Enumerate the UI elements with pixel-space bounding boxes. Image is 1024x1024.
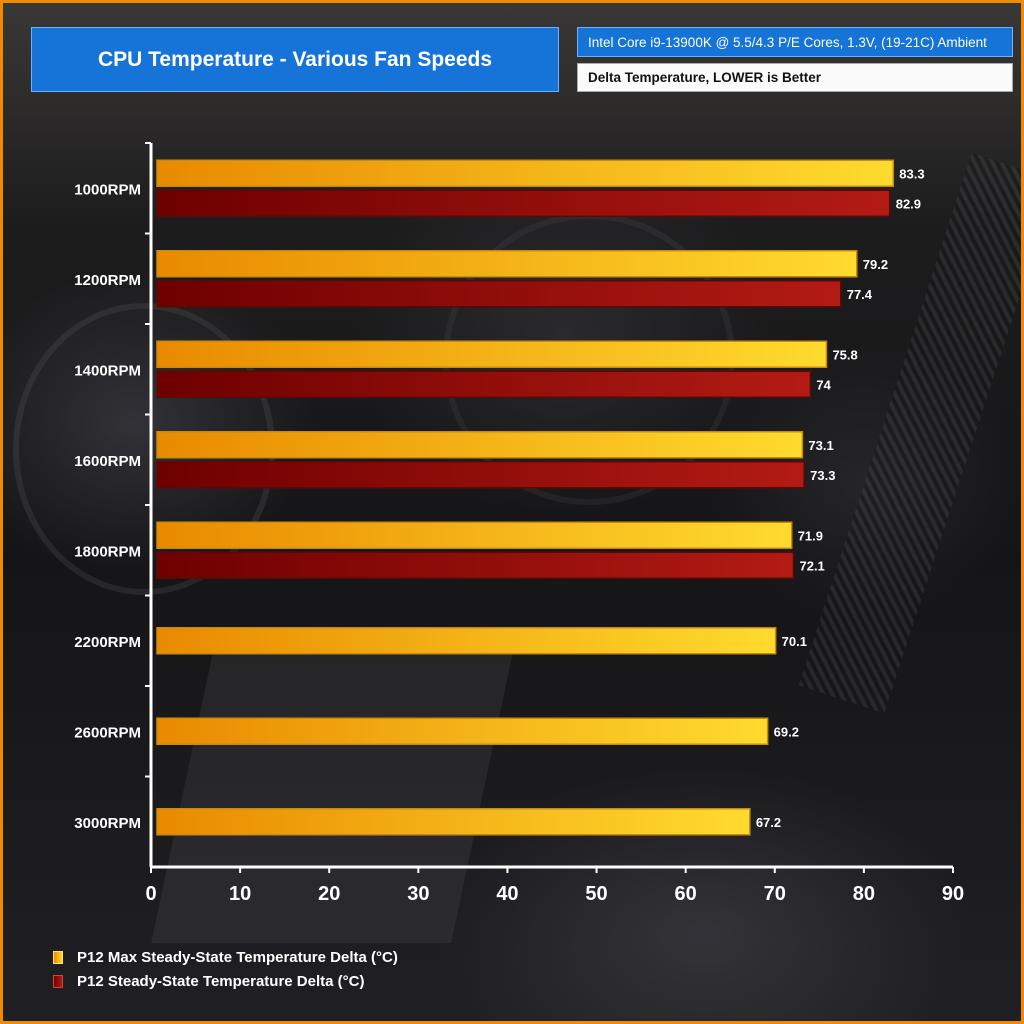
bar-steady-delta-1800rpm: [156, 551, 795, 579]
bar-chart: 83.3 82.9 79.2 77.4 75.874 73.1 73.3 71.9 72.1 70…: [74, 142, 964, 905]
bar-max-delta-2200rpm: [156, 627, 777, 655]
bar-steady-delta-1600rpm: [156, 461, 805, 489]
x-tick-label-80: 80: [853, 883, 875, 905]
bar-max-delta-1800rpm: [156, 521, 793, 549]
legend-item-steady-delta: P12 Steady-State Temperature Delta (°C): [53, 969, 398, 993]
x-tick-label-30: 30: [407, 883, 429, 905]
data-label-steady-delta-1400rpm: 74: [816, 377, 831, 392]
data-label-steady-delta-1800rpm: 72.1: [799, 558, 824, 573]
bar-max-delta-3000rpm: [156, 808, 751, 836]
bar-max-delta-1400rpm: [156, 340, 828, 368]
bar-steady-delta-1000rpm: [156, 189, 891, 217]
bar-max-delta-1000rpm: [156, 159, 895, 187]
data-label-max-delta-2200rpm: 70.1: [782, 634, 807, 649]
data-label-max-delta-1000rpm: 83.3: [899, 166, 924, 181]
legend-label-steady-delta: P12 Steady-State Temperature Delta (°C): [77, 972, 365, 990]
legend-swatch-red: [53, 974, 63, 988]
bar-max-delta-2600rpm: [156, 717, 769, 745]
data-label-max-delta-2600rpm: 69.2: [774, 724, 799, 739]
data-label-steady-delta-1200rpm: 77.4: [847, 287, 873, 302]
data-label-max-delta-3000rpm: 67.2: [756, 815, 781, 830]
data-label-max-delta-1600rpm: 73.1: [808, 438, 833, 453]
category-label-2200rpm: 2200RPM: [74, 634, 141, 651]
data-label-max-delta-1200rpm: 79.2: [863, 257, 888, 272]
category-label-1200rpm: 1200RPM: [74, 272, 141, 289]
data-label-max-delta-1800rpm: 71.9: [798, 528, 823, 543]
category-label-1400rpm: 1400RPM: [74, 362, 141, 379]
test-config-label: Intel Core i9-13900K @ 5.5/4.3 P/E Cores…: [577, 27, 1013, 57]
bar-max-delta-1600rpm: [156, 431, 804, 459]
data-label-max-delta-1400rpm: 75.8: [832, 347, 857, 362]
data-label-steady-delta-1600rpm: 73.3: [810, 468, 835, 483]
category-label-3000rpm: 3000RPM: [74, 815, 141, 832]
category-label-1000rpm: 1000RPM: [74, 181, 141, 198]
legend-swatch-orange: [53, 950, 63, 964]
category-label-1800rpm: 1800RPM: [74, 543, 141, 560]
category-label-2600rpm: 2600RPM: [74, 724, 141, 741]
category-label-1600rpm: 1600RPM: [74, 453, 141, 470]
bar-steady-delta-1200rpm: [156, 280, 842, 308]
legend-item-max-delta: P12 Max Steady-State Temperature Delta (…: [53, 945, 398, 969]
x-tick-label-90: 90: [942, 883, 964, 905]
x-tick-label-10: 10: [229, 883, 251, 905]
data-label-steady-delta-1000rpm: 82.9: [896, 196, 921, 211]
x-tick-label-50: 50: [585, 883, 607, 905]
x-tick-label-60: 60: [675, 883, 697, 905]
legend-label-max-delta: P12 Max Steady-State Temperature Delta (…: [77, 948, 398, 966]
x-tick-label-70: 70: [764, 883, 786, 905]
bar-steady-delta-1400rpm: [156, 370, 812, 398]
x-tick-label-0: 0: [145, 883, 156, 905]
x-tick-label-20: 20: [318, 883, 340, 905]
chart-title: CPU Temperature - Various Fan Speeds: [31, 27, 559, 92]
bar-max-delta-1200rpm: [156, 250, 858, 278]
lower-is-better-note: Delta Temperature, LOWER is Better: [577, 63, 1013, 92]
chart-legend: P12 Max Steady-State Temperature Delta (…: [53, 945, 398, 993]
x-tick-label-40: 40: [496, 883, 518, 905]
